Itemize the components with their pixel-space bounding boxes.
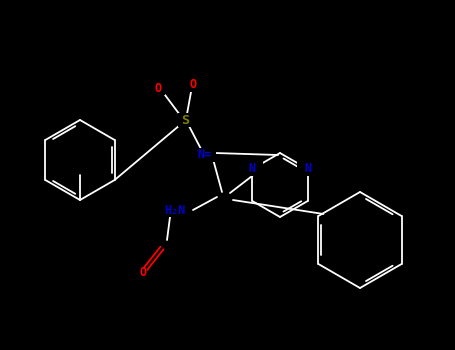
Text: O: O	[139, 266, 147, 279]
Text: N: N	[304, 162, 311, 175]
FancyBboxPatch shape	[162, 203, 187, 217]
Text: H₂N: H₂N	[164, 203, 186, 217]
FancyBboxPatch shape	[178, 113, 192, 127]
Text: N=: N=	[198, 148, 212, 161]
Text: O: O	[154, 82, 162, 95]
FancyBboxPatch shape	[152, 82, 165, 95]
FancyBboxPatch shape	[187, 78, 199, 91]
FancyBboxPatch shape	[241, 162, 263, 176]
FancyBboxPatch shape	[297, 162, 318, 176]
Text: N: N	[249, 162, 256, 175]
FancyBboxPatch shape	[133, 268, 147, 282]
FancyBboxPatch shape	[194, 148, 216, 162]
Text: S: S	[181, 113, 189, 126]
Text: O: O	[189, 78, 197, 91]
